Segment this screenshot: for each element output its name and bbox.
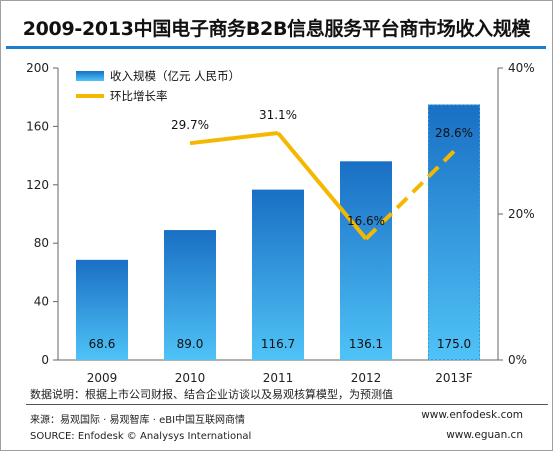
data-note: 数据说明：根据上市公司财报、结合企业访谈以及易观核算模型，为预测值 <box>30 388 393 401</box>
legend-bar-swatch <box>76 71 104 81</box>
bar-value-label: 89.0 <box>177 337 204 351</box>
bar-value-label: 68.6 <box>89 337 116 351</box>
legend-line-label: 环比增长率 <box>110 89 168 103</box>
title-underline <box>6 46 546 49</box>
y-right-tick-label: 0% <box>508 353 527 367</box>
y-right-tick-label: 40% <box>508 61 535 75</box>
y-left-tick-label: 200 <box>26 61 49 75</box>
x-tick-label: 2011 <box>263 371 294 385</box>
chart-title: 2009-2013中国电子商务B2B信息服务平台商市场收入规模 <box>22 18 531 40</box>
bar-value-label: 175.0 <box>437 337 471 351</box>
bar <box>164 230 216 360</box>
bar <box>428 104 480 360</box>
url-enfodesk[interactable]: www.enfodesk.com <box>421 409 523 421</box>
line-value-label: 28.6% <box>435 126 473 140</box>
bar-value-label: 136.1 <box>349 337 383 351</box>
line-value-label: 16.6% <box>347 214 385 228</box>
bar <box>340 161 392 360</box>
bar <box>252 189 304 360</box>
line-segment <box>276 131 368 241</box>
bar-value-label: 116.7 <box>261 337 295 351</box>
footer-divider <box>26 404 548 405</box>
x-tick-label: 2013F <box>435 371 473 385</box>
url-eguan[interactable]: www.eguan.cn <box>446 429 523 441</box>
source-cn: 来源：易观国际 · 易观智库 · eBI中国互联网商情 <box>30 415 246 426</box>
line-value-label: 31.1% <box>259 108 297 122</box>
x-tick-label: 2009 <box>87 371 118 385</box>
y-left-tick-label: 40 <box>34 295 49 309</box>
bar <box>76 259 128 360</box>
legend-bar-label: 收入规模（亿元 人民币） <box>110 69 240 83</box>
y-left-tick-label: 0 <box>41 353 49 367</box>
y-right-tick-label: 20% <box>508 207 535 221</box>
source-en: SOURCE: Enfodesk © Analysys Internationa… <box>30 431 252 442</box>
y-left-tick-label: 80 <box>34 236 49 250</box>
y-left-tick-label: 120 <box>26 178 49 192</box>
x-tick-label: 2012 <box>351 371 382 385</box>
y-left-tick-label: 160 <box>26 119 49 133</box>
line-segment <box>189 130 279 146</box>
forecast-bar-outline <box>428 104 480 360</box>
x-tick-label: 2010 <box>175 371 206 385</box>
line-value-label: 29.7% <box>171 118 209 132</box>
